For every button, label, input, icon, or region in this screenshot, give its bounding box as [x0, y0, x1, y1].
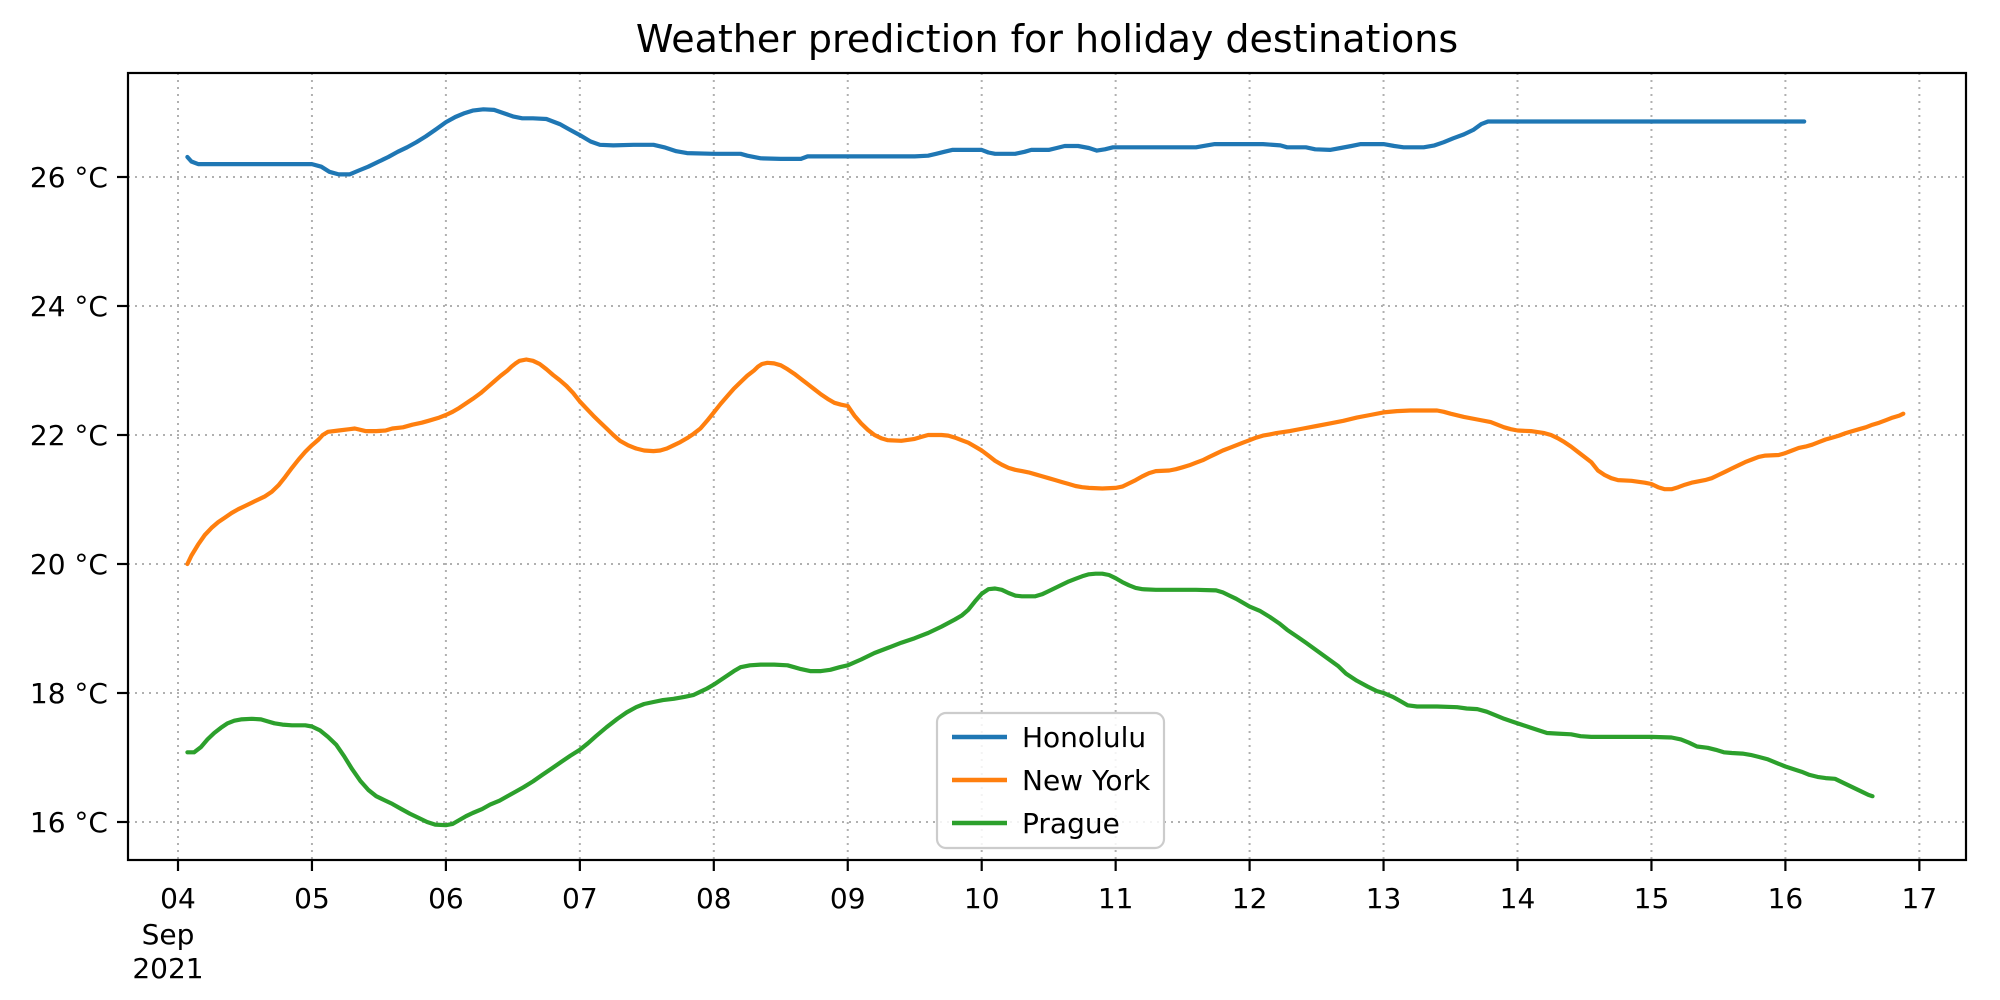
y-tick-label: 20 °C — [30, 548, 108, 581]
y-tick-label: 26 °C — [30, 161, 108, 194]
legend-label-honolulu: Honolulu — [1022, 721, 1146, 754]
x-tick-label: 11 — [1098, 882, 1134, 915]
y-tick-label: 22 °C — [30, 419, 108, 452]
x-tick-label: 10 — [964, 882, 1000, 915]
x-tick-label: 05 — [294, 882, 330, 915]
series-line-new-york — [185, 357, 1906, 567]
x-tick-label: 09 — [830, 882, 866, 915]
x-axis-offset-month: Sep — [142, 918, 195, 951]
legend-box — [935, 711, 1166, 850]
x-tick-label: 13 — [1366, 882, 1402, 915]
series-line-prague — [185, 571, 1875, 828]
tick-layer: 04 05 06 07 08 09 10 11 12 13 14 15 16 17 16 °C 18 °C 20… — [30, 161, 1937, 915]
x-axis-offset-year: 2021 — [132, 952, 203, 985]
series-lines — [185, 107, 1906, 828]
y-tick-label: 18 °C — [30, 677, 108, 710]
legend-label-prague: Prague — [1022, 807, 1120, 840]
x-tick-label: 16 — [1768, 882, 1804, 915]
series-line-honolulu — [185, 107, 1807, 177]
x-tick-label: 14 — [1500, 882, 1536, 915]
legend-label-new-york: New York — [1022, 764, 1151, 797]
grid-layer — [128, 73, 1966, 860]
y-tick-label: 16 °C — [30, 806, 108, 839]
x-tick-label: 08 — [696, 882, 732, 915]
legend: Honolulu New York Prague — [935, 711, 1166, 850]
chart-title: Weather prediction for holiday destinati… — [636, 17, 1458, 61]
x-tick-label: 17 — [1902, 882, 1938, 915]
plot-border — [126, 71, 1968, 862]
x-tick-label: 06 — [428, 882, 464, 915]
x-tick-label: 04 — [160, 882, 196, 915]
x-tick-label: 15 — [1634, 882, 1670, 915]
x-tick-label: 07 — [562, 882, 598, 915]
y-tick-label: 24 °C — [30, 290, 108, 323]
x-tick-label: 12 — [1232, 882, 1268, 915]
axis-label-layer: Sep 2021 — [132, 918, 203, 985]
